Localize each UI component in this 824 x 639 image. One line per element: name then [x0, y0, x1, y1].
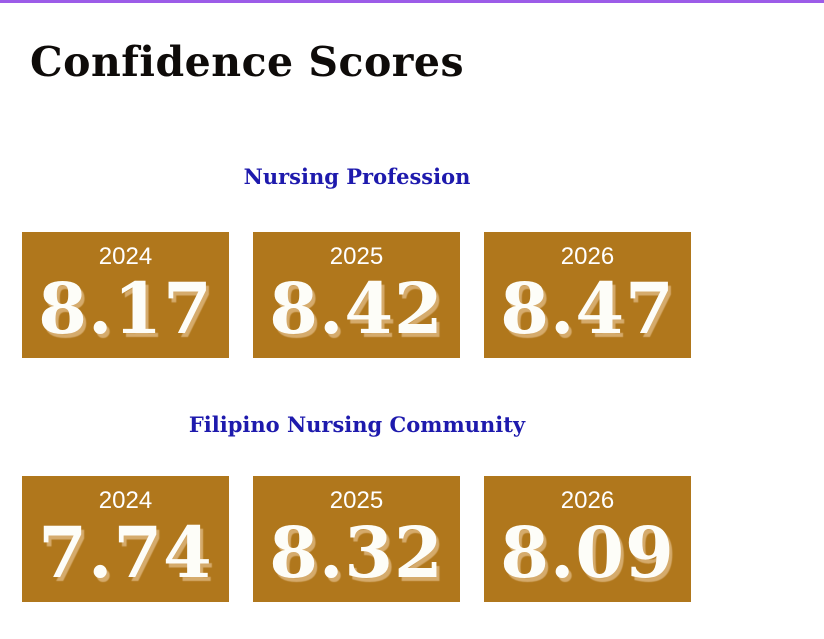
card-year: 2025 — [329, 487, 384, 514]
accent-top-bar — [0, 0, 824, 3]
card-year: 2026 — [560, 487, 615, 514]
score-card-np-2026: 2026 8.47 — [484, 232, 691, 358]
score-card-fnc-2024: 2024 7.74 — [22, 476, 229, 602]
section-heading-filipino-nursing-community: Filipino Nursing Community — [188, 412, 526, 437]
section-heading-nursing-profession: Nursing Profession — [243, 164, 471, 189]
section-nursing-profession: Nursing Profession 2024 8.17 2025 8.42 2… — [22, 162, 692, 358]
score-card-fnc-2026: 2026 8.09 — [484, 476, 691, 602]
card-row-nursing-profession: 2024 8.17 2025 8.42 2026 8.47 — [22, 232, 692, 358]
card-score: 8.17 — [38, 267, 213, 350]
card-year: 2024 — [98, 487, 153, 514]
page-title: Confidence Scores — [30, 38, 465, 86]
card-year: 2024 — [98, 243, 153, 270]
section-filipino-nursing-community: Filipino Nursing Community 2024 7.74 202… — [22, 410, 692, 602]
card-year: 2026 — [560, 243, 615, 270]
card-score: 8.42 — [269, 267, 444, 350]
score-card-np-2025: 2025 8.42 — [253, 232, 460, 358]
card-score: 8.09 — [500, 511, 675, 594]
score-card-fnc-2025: 2025 8.32 — [253, 476, 460, 602]
confidence-scores-page: Confidence Scores Nursing Profession 202… — [22, 3, 692, 602]
card-year: 2025 — [329, 243, 384, 270]
card-score: 8.32 — [269, 511, 444, 594]
card-score: 7.74 — [38, 511, 213, 594]
card-score: 8.47 — [500, 267, 675, 350]
score-card-np-2024: 2024 8.17 — [22, 232, 229, 358]
card-row-filipino-nursing-community: 2024 7.74 2025 8.32 2026 8.09 — [22, 476, 692, 602]
